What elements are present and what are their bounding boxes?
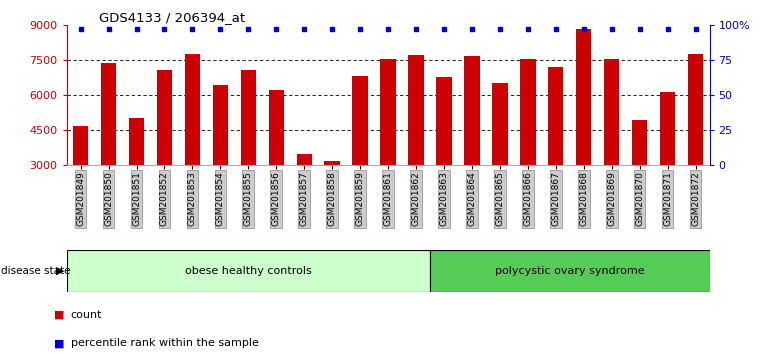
Bar	[67, 250, 430, 292]
Bar	[464, 56, 480, 165]
Bar	[492, 83, 507, 165]
Bar	[604, 58, 619, 165]
Text: percentile rank within the sample: percentile rank within the sample	[71, 338, 259, 348]
Bar	[548, 67, 564, 165]
Text: ▶: ▶	[56, 266, 64, 276]
Bar	[241, 70, 256, 165]
Bar	[632, 120, 648, 165]
Bar	[73, 126, 89, 165]
Bar	[408, 55, 423, 165]
Bar	[430, 250, 710, 292]
Bar	[212, 85, 228, 165]
Text: ■: ■	[53, 338, 64, 348]
Bar	[269, 90, 284, 165]
Text: disease state: disease state	[1, 266, 71, 276]
Bar	[688, 54, 703, 165]
Bar	[296, 154, 312, 165]
Bar	[157, 70, 172, 165]
Bar	[353, 76, 368, 165]
Bar	[129, 118, 144, 165]
Bar	[660, 92, 675, 165]
Bar	[325, 161, 340, 165]
Text: ■: ■	[53, 310, 64, 320]
Bar	[185, 54, 200, 165]
Text: polycystic ovary syndrome: polycystic ovary syndrome	[495, 266, 644, 276]
Text: obese healthy controls: obese healthy controls	[185, 266, 312, 276]
Text: GDS4133 / 206394_at: GDS4133 / 206394_at	[99, 11, 245, 24]
Bar	[520, 58, 535, 165]
Bar	[436, 77, 452, 165]
Bar	[101, 63, 116, 165]
Bar	[576, 29, 591, 165]
Bar	[380, 58, 396, 165]
Text: count: count	[71, 310, 102, 320]
